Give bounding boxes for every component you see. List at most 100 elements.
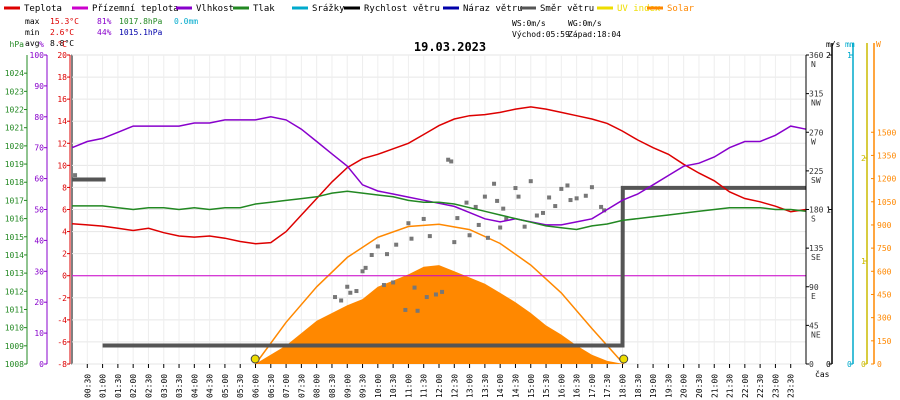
x-tick-label-27: 14:00 bbox=[496, 374, 505, 398]
axis-pressure-label-11: 1019 bbox=[5, 160, 24, 169]
wind-direction-point-3 bbox=[339, 298, 344, 303]
legend-label-4: Srážky bbox=[312, 4, 345, 14]
x-axis-unit-label: čas bbox=[815, 369, 830, 379]
axis-solar-label-9: 1350 bbox=[877, 151, 896, 160]
x-tick-label-3: 02:00 bbox=[129, 374, 138, 398]
axis-wind-dir-label-5: 135 bbox=[809, 244, 824, 253]
legend-label-5: Rychlost větru bbox=[364, 4, 440, 14]
wind-direction-point-17 bbox=[409, 236, 414, 241]
wind-direction-point-40 bbox=[513, 186, 518, 191]
series-solar-max-line bbox=[254, 223, 625, 365]
x-tick-label-25: 13:00 bbox=[466, 374, 475, 398]
wind-direction-point-32 bbox=[476, 222, 481, 227]
axis-wind-dir-label-0: 360 bbox=[809, 51, 824, 60]
axis-pressure-label-12: 1020 bbox=[5, 142, 24, 151]
legend: Teplota Přízemní teplota Vlhkost Tlak Srážky… bbox=[4, 4, 695, 14]
axis-humidity-label-9: 90 bbox=[34, 82, 44, 91]
axis-humidity-label-1: 10 bbox=[34, 329, 44, 338]
axis-solar-label-1: 150 bbox=[877, 337, 892, 346]
x-tick-label-1: 01:00 bbox=[99, 374, 108, 398]
wind-direction-point-48 bbox=[559, 186, 564, 191]
axis-temperature-label-13: 18 bbox=[57, 73, 67, 82]
axis-pressure-label-14: 1022 bbox=[5, 106, 24, 115]
axis-solar-label-8: 1200 bbox=[877, 175, 896, 184]
series-wind-speed-line bbox=[102, 185, 806, 348]
axis-wind-dir-compass-5: SE bbox=[811, 253, 821, 262]
wind-direction-point-25 bbox=[446, 157, 451, 162]
wind-direction-point-35 bbox=[492, 181, 497, 186]
axis-pressure-label-3: 1011 bbox=[5, 305, 24, 314]
wind-direction-point-42 bbox=[522, 224, 527, 229]
wind-direction-point-10 bbox=[375, 244, 380, 249]
x-tick-label-45: 23:00 bbox=[771, 374, 780, 398]
wind-direction-point-38 bbox=[501, 206, 506, 211]
wind-direction-point-18 bbox=[412, 285, 417, 290]
axis-wind-dir-compass-3: SW bbox=[811, 176, 821, 185]
legend-label-6: Náraz větru bbox=[463, 4, 523, 14]
axis-pressure-label-10: 1018 bbox=[5, 178, 24, 187]
x-tick-label-41: 21:00 bbox=[710, 374, 719, 398]
wind-direction-point-0 bbox=[73, 173, 78, 178]
wind-direction-point-14 bbox=[394, 242, 399, 247]
stats-avg-label: avg bbox=[25, 39, 40, 48]
axis-uv-label-1: 1 bbox=[861, 257, 866, 266]
axis-solar-label-6: 900 bbox=[877, 221, 892, 230]
x-tick-label-26: 13:30 bbox=[481, 374, 490, 398]
wind-direction-point-16 bbox=[406, 221, 411, 226]
stats-max-rain: 0.0mm bbox=[174, 17, 198, 26]
axis-wind-dir-compass-0: N bbox=[811, 60, 816, 69]
x-tick-label-9: 05:00 bbox=[221, 374, 230, 398]
x-tick-label-37: 19:00 bbox=[649, 374, 658, 398]
wind-direction-point-50 bbox=[568, 198, 573, 203]
wind-direction-point-24 bbox=[440, 289, 445, 294]
axis-pressure-label-15: 1023 bbox=[5, 87, 24, 96]
x-tick-label-6: 03:30 bbox=[175, 374, 184, 398]
wind-direction-point-21 bbox=[424, 295, 429, 300]
x-tick-label-42: 21:30 bbox=[726, 374, 735, 398]
axis-wind-dir-label-1: 315 bbox=[809, 90, 824, 99]
wind-direction-point-29 bbox=[464, 200, 469, 205]
axis-pressure-label-2: 1010 bbox=[5, 324, 24, 333]
wind-direction-point-41 bbox=[516, 194, 521, 199]
wind-direction-point-13 bbox=[391, 280, 396, 285]
axis-uv-label-2: 2 bbox=[861, 154, 866, 163]
stats-max-temp: 15.3°C bbox=[50, 17, 79, 26]
wind-direction-point-39 bbox=[504, 216, 509, 221]
wind-direction-point-6 bbox=[354, 289, 359, 294]
series-pressure-line bbox=[72, 190, 807, 231]
wind-direction-point-52 bbox=[583, 193, 588, 198]
x-tick-label-11: 06:00 bbox=[252, 374, 261, 398]
stats-sunset: Západ:18:04 bbox=[568, 30, 621, 39]
wind-direction-point-22 bbox=[427, 234, 432, 239]
axis-wind_speed-label-1: 1 bbox=[826, 206, 831, 215]
chart-title: 19.03.2023 bbox=[414, 40, 486, 54]
wind-direction-point-36 bbox=[495, 198, 500, 203]
stats-panel: max 15.3°C 81% 1017.8hPa 0.0mm min 2.6°C… bbox=[25, 17, 621, 48]
axis-humidity-label-0: 0 bbox=[39, 360, 44, 369]
x-tick-label-30: 15:30 bbox=[542, 374, 551, 398]
x-tick-label-44: 22:30 bbox=[756, 374, 765, 398]
axes: 1008100910101011101210131014101510161017… bbox=[5, 40, 897, 398]
legend-label-3: Tlak bbox=[253, 4, 275, 14]
axis-pressure-label-1: 1009 bbox=[5, 342, 24, 351]
stats-avg-temp: 8.8°C bbox=[50, 39, 74, 48]
wind-direction-point-20 bbox=[421, 216, 426, 221]
axis-wind-dir-compass-6: E bbox=[811, 292, 816, 301]
axis-wind-dir-label-8: 0 bbox=[809, 360, 814, 369]
x-tick-label-34: 17:30 bbox=[603, 374, 612, 398]
x-tick-label-7: 04:00 bbox=[190, 374, 199, 398]
x-tick-label-8: 04:30 bbox=[206, 374, 215, 398]
wind-direction-point-43 bbox=[528, 179, 533, 184]
axis-pressure-unit: hPa bbox=[10, 40, 25, 49]
series-humidity-line bbox=[71, 116, 807, 226]
wind-direction-point-8 bbox=[363, 265, 368, 270]
wind-direction-point-15 bbox=[403, 307, 408, 312]
axis-wind_speed-label-0: 0 bbox=[826, 360, 831, 369]
marker-sunrise bbox=[250, 354, 260, 364]
axis-temperature-label-11: 14 bbox=[57, 117, 67, 126]
wind-direction-point-55 bbox=[602, 208, 607, 213]
stats-min-pressure: 1015.1hPa bbox=[119, 28, 163, 37]
stats-wind-speed: WS:0m/s bbox=[512, 19, 546, 28]
x-tick-label-0: 00:30 bbox=[83, 374, 92, 398]
axis-humidity-label-6: 60 bbox=[34, 175, 44, 184]
